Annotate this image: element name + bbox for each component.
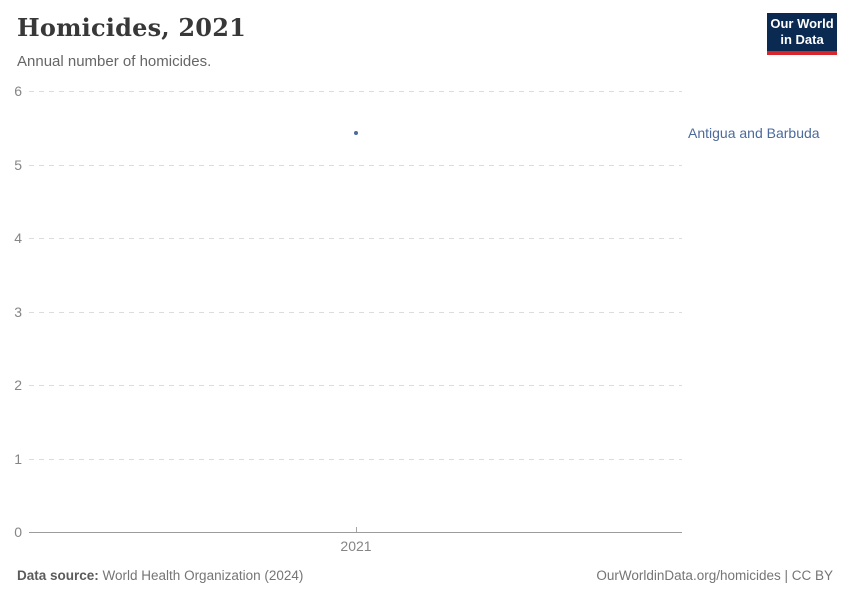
gridline xyxy=(29,238,682,239)
gridline xyxy=(29,458,682,460)
owid-logo-line2: in Data xyxy=(780,32,824,47)
x-axis-line xyxy=(29,532,682,533)
y-axis-tick-label: 0 xyxy=(14,524,22,540)
chart-footer: Data source: World Health Organization (… xyxy=(17,568,833,583)
entity-label[interactable]: Antigua and Barbuda xyxy=(688,124,820,141)
license-credit: OurWorldinData.org/homicides | CC BY xyxy=(596,568,833,583)
gridline xyxy=(29,91,682,92)
data-source-note: Data source: World Health Organization (… xyxy=(17,568,303,583)
y-axis-tick-label: 4 xyxy=(14,230,22,246)
owid-logo[interactable]: Our World in Data xyxy=(767,13,837,55)
y-axis-tick-label: 1 xyxy=(14,450,22,467)
data-source-value: World Health Organization (2024) xyxy=(98,568,304,583)
data-point[interactable] xyxy=(354,130,358,135)
gridline xyxy=(29,164,682,166)
y-axis-tick-label: 3 xyxy=(14,303,22,320)
y-axis-tick-label: 5 xyxy=(14,156,22,173)
x-axis-tick-label: 2021 xyxy=(340,538,372,554)
gridline xyxy=(29,385,682,386)
data-source-label: Data source: xyxy=(17,568,99,583)
x-axis-tick xyxy=(356,527,357,532)
owid-logo-line1: Our World xyxy=(770,16,834,31)
chart-subtitle: Annual number of homicides. xyxy=(17,53,212,70)
y-axis-tick-label: 2 xyxy=(14,377,22,393)
gridline xyxy=(29,311,682,313)
chart-title: Homicides, 2021 xyxy=(17,13,246,42)
y-axis-tick-label: 6 xyxy=(14,83,22,99)
